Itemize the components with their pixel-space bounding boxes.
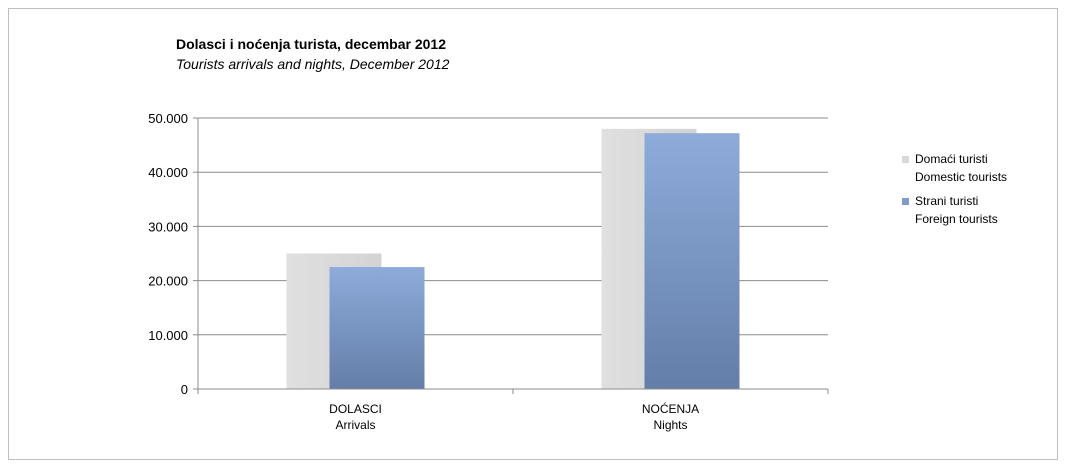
y-tick-label: 40.000 — [148, 165, 188, 180]
bar-foreign-1 — [644, 133, 740, 389]
y-tick-label: 10.000 — [148, 328, 188, 343]
x-category-label: NOĆENJA — [642, 401, 699, 416]
legend: Domaći turisti Domestic tourists Strani tu… — [902, 152, 1007, 226]
y-tick-label: 0 — [181, 382, 188, 397]
bars — [286, 128, 740, 389]
legend-sublabel: Domestic tourists — [915, 170, 1007, 184]
legend-label: Strani turisti — [915, 194, 978, 208]
chart-subtitle: Tourists arrivals and nights, December 2… — [176, 56, 450, 72]
legend-swatch — [902, 156, 909, 163]
y-tick-label: 50.000 — [148, 111, 188, 126]
bar-foreign-0 — [329, 267, 425, 389]
axes: 0 10.000 20.000 30.000 40.000 50.000 DOLASCI Ar… — [148, 111, 829, 432]
y-tick-label: 30.000 — [148, 219, 188, 234]
legend-swatch — [902, 198, 909, 205]
x-category-label: DOLASCI — [329, 402, 382, 416]
x-category-sublabel: Arrivals — [335, 418, 375, 432]
chart-frame — [8, 8, 1058, 460]
legend-label: Domaći turisti — [915, 152, 988, 166]
legend-sublabel: Foreign tourists — [915, 212, 998, 226]
x-category-sublabel: Nights — [653, 418, 687, 432]
chart-title: Dolasci i noćenja turista, decembar 2012 — [176, 36, 447, 52]
y-tick-label: 20.000 — [148, 274, 188, 289]
